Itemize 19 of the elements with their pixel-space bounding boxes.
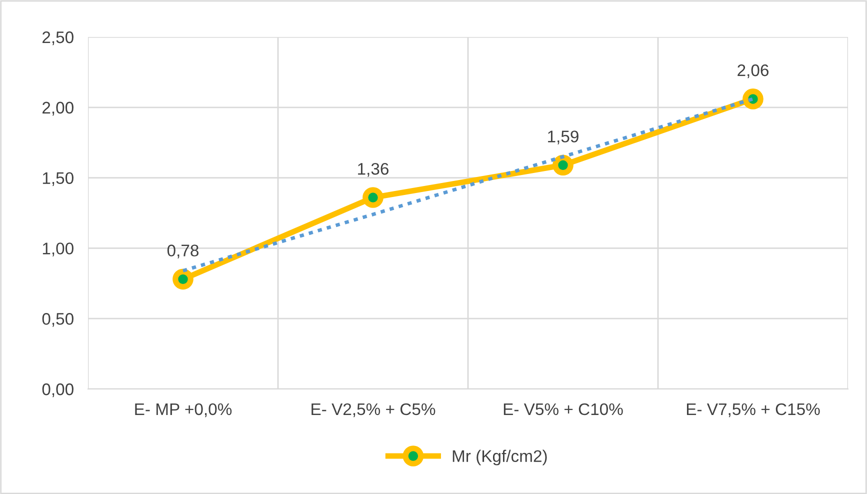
y-tick-label: 0,00 [42,383,74,398]
y-tick-label: 0,50 [42,313,74,327]
x-tick-label: E- V2,5% + C5% [312,403,436,418]
point [172,268,194,290]
x-tick-label: E- MP +0,0% [135,403,232,418]
point [362,187,384,208]
x-tick-label: E- V7,5% + C15% [686,403,820,418]
point [742,88,764,110]
data-label: 2,06 [738,64,768,78]
y-tick-label: 1,00 [42,242,74,256]
data-label: 0,78 [167,244,198,258]
point [552,154,574,176]
y-tick-label: 2,00 [42,102,74,116]
x-tick-label: E- V5% + C10% [504,403,623,416]
legend-label: Mr (Kgf/cm2) [452,450,547,466]
data-label: 1,36 [358,162,388,177]
y-tick-label: 1,50 [42,172,74,186]
y-tick-label: 2,50 [42,31,74,46]
data-label: 1,59 [548,130,578,144]
